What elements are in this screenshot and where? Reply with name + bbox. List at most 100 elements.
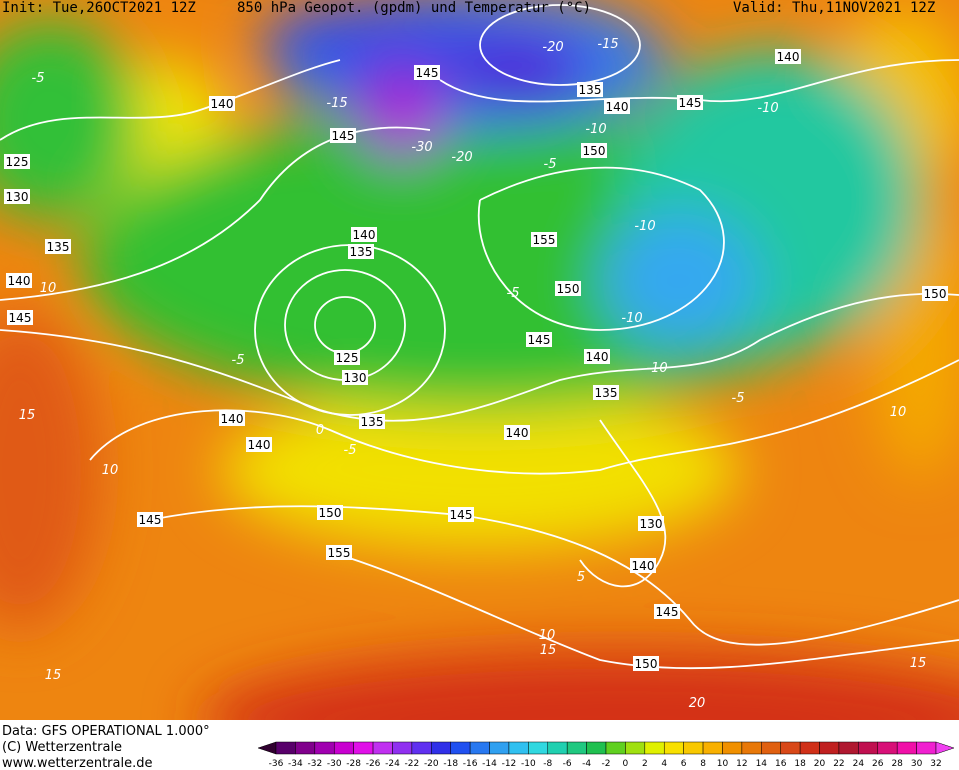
colorbar-swatch: [644, 741, 665, 755]
colorbar-swatch: [469, 741, 490, 755]
colorbar-swatch: [896, 741, 917, 755]
geopotential-label-box: [581, 143, 607, 158]
colorbar-swatch: [663, 741, 684, 755]
temperature-label: 0: [316, 423, 324, 438]
geopotential-label-box: [45, 239, 71, 254]
colorbar-tick-label: -4: [582, 759, 591, 769]
geopotential-label: 145: [528, 333, 551, 347]
colorbar-swatch: [489, 741, 510, 755]
colorbar-tick-label: -32: [307, 759, 322, 769]
geopotential-label-box: [342, 370, 368, 385]
temperature-label: 20: [689, 696, 706, 711]
colorbar-tick-label: 16: [775, 759, 787, 769]
geopotential-label: 150: [319, 506, 342, 520]
colorbar-swatch: [372, 741, 393, 755]
colorbar-swatch: [761, 741, 781, 755]
geopotential-label-box: [351, 227, 377, 242]
temperature-label: -5: [507, 286, 520, 301]
geopotential-label: 145: [332, 129, 355, 143]
colorbar-tick-label: 14: [756, 759, 768, 769]
colorbar-tick-label: 10: [717, 759, 729, 769]
geopotential-label: 155: [533, 233, 556, 247]
colorbar-swatch: [741, 741, 762, 755]
colorbar-tick-label: 18: [794, 759, 806, 769]
colorbar-swatch: [605, 741, 626, 755]
geopotential-label-box: [526, 332, 552, 347]
geopotential-label-box: [246, 437, 272, 452]
geopotential-label-box: [638, 516, 664, 531]
colorbar-swatch: [431, 741, 451, 755]
temperature-label: 15: [910, 656, 927, 671]
colorbar-swatch: [314, 741, 335, 755]
geopotential-label: 130: [640, 517, 663, 531]
geopotential-label: 140: [632, 559, 655, 573]
colorbar-swatch: [799, 741, 820, 755]
colorbar-tick-label: -28: [346, 759, 361, 769]
temperature-label: 10: [890, 405, 907, 420]
colorbar-tick-label: -14: [482, 759, 497, 769]
map-title: 850 hPa Geopot. (gpdm) und Temperatur (°…: [237, 0, 591, 16]
temperature-label: -5: [32, 71, 45, 86]
colorbar-tick-label: 30: [911, 759, 923, 769]
colorbar-swatch: [916, 741, 937, 755]
geopotential-label-box: [4, 189, 30, 204]
geopotential-label-box: [630, 558, 656, 573]
colorbar-tick-label: 0: [623, 759, 629, 769]
temperature-label: 5: [577, 570, 585, 585]
geopotential-label: 125: [6, 155, 29, 169]
colorbar-swatch: [722, 741, 743, 755]
colorbar-swatch: [333, 741, 354, 755]
colorbar-tick-label: -12: [502, 759, 517, 769]
colorbar-swatch: [528, 741, 549, 755]
geopotential-label: 135: [350, 245, 373, 259]
temperature-label: -5: [544, 157, 557, 172]
geopotential-label: 140: [586, 350, 609, 364]
temperature-label: -20: [542, 40, 563, 55]
colorbar-tick-label: 28: [891, 759, 903, 769]
colorbar-swatch: [275, 741, 296, 755]
colorbar-arrow: [935, 741, 955, 755]
geopotential-label: 145: [679, 96, 702, 110]
geopotential-label-box: [209, 96, 235, 111]
geopotential-label-box: [677, 95, 703, 110]
geopotential-label-box: [6, 273, 32, 288]
colorbar-tick-label: -6: [563, 759, 572, 769]
valid-time: Valid: Thu,11NOV2021 12Z: [733, 0, 935, 16]
temperature-label: 10: [539, 628, 556, 643]
temperature-label: -5: [232, 353, 245, 368]
geopotential-label: 135: [47, 240, 70, 254]
geopotential-label: 140: [221, 412, 244, 426]
geopotential-label-box: [577, 82, 603, 97]
geopotential-label-box: [922, 286, 948, 301]
init-time: Init: Tue,26OCT2021 12Z: [2, 0, 196, 16]
geopotential-label-box: [531, 232, 557, 247]
colorbar-swatch: [819, 741, 840, 755]
colorbar-tick-label: -18: [443, 759, 458, 769]
geopotential-label: 135: [579, 83, 602, 97]
copyright: (C) Wetterzentrale: [2, 740, 122, 755]
colorbar-swatch: [586, 741, 607, 755]
geopotential-label-box: [604, 99, 630, 114]
geopotential-label-box: [359, 414, 385, 429]
geopotential-label: 130: [6, 190, 29, 204]
temperature-label: -5: [732, 391, 745, 406]
colorbar-swatch: [392, 741, 413, 755]
colorbar-swatch: [702, 741, 723, 755]
temperature-label: 10: [40, 281, 57, 296]
temperature-label: -30: [411, 140, 432, 155]
colorbar-tick-label: -30: [327, 759, 342, 769]
temperature-label: -10: [646, 361, 667, 376]
colorbar-tick-label: 4: [661, 759, 667, 769]
temperature-label: -10: [621, 311, 642, 326]
geopotential-label-box: [334, 350, 360, 365]
temperature-label: -10: [757, 101, 778, 116]
geopotential-label: 135: [361, 415, 384, 429]
temperature-label: -20: [451, 150, 472, 165]
geopotential-label: 150: [635, 657, 658, 671]
colorbar-tick-label: 32: [930, 759, 941, 769]
colorbar-swatch: [625, 741, 646, 755]
colorbar-swatch: [411, 741, 432, 755]
